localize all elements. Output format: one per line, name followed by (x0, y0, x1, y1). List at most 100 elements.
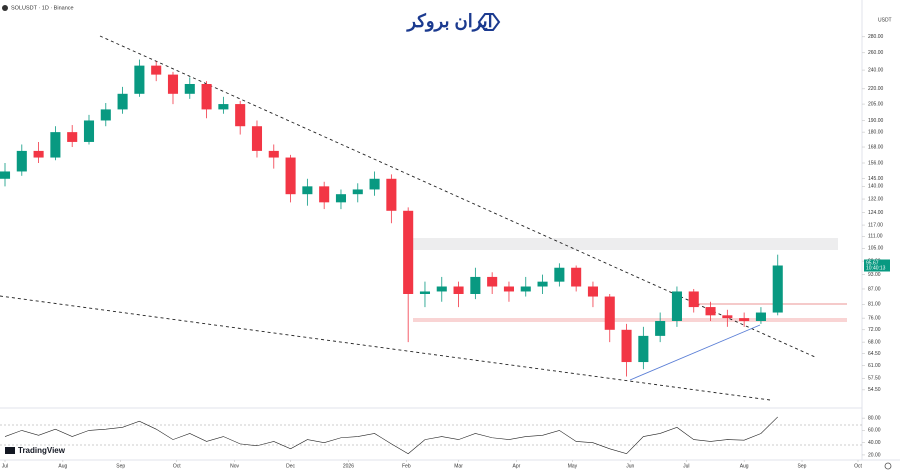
chart-title[interactable]: SOLUSDT · 1D · Binance (11, 5, 74, 11)
candle-body (67, 132, 78, 142)
candle-body (705, 307, 716, 316)
y-tick-label: 61.00 (868, 363, 881, 369)
x-tick-label: Dec (286, 463, 295, 469)
candle-body (251, 126, 263, 151)
candle-body (688, 291, 699, 308)
candle-body (436, 286, 447, 292)
brand-icon (477, 13, 501, 31)
candle-body (83, 120, 95, 142)
x-tick-label: Aug (58, 463, 67, 469)
candle-body (470, 276, 481, 294)
currency-label: USDT (878, 17, 892, 23)
candle-body (0, 171, 11, 179)
rsi-tick-label: 20.00 (868, 452, 881, 458)
candle-body (167, 74, 179, 94)
y-tick-label: 57.50 (868, 376, 881, 382)
settings-button[interactable] (884, 462, 892, 470)
last-price-label: 95.67 (866, 260, 879, 266)
x-tick-label: Apr (513, 463, 521, 469)
x-tick-label: Nov (230, 463, 239, 469)
candle-body (604, 296, 615, 330)
y-tick-label: 156.00 (868, 160, 884, 166)
rsi-tick-label: 80.00 (868, 415, 881, 421)
y-tick-label: 220.00 (868, 86, 884, 92)
y-tick-label: 81.00 (868, 302, 881, 308)
brand-logo: ایران بروکر (405, 11, 492, 32)
candle-body (587, 286, 598, 297)
candle-body (772, 265, 783, 313)
x-tick-label: Jun (626, 463, 634, 469)
y-tick-label: 140.00 (868, 184, 884, 190)
candle-body (487, 276, 498, 287)
y-tick-label: 105.00 (868, 246, 884, 252)
candle-body (335, 194, 347, 203)
x-tick-label: Oct (854, 463, 862, 469)
candle-body (453, 286, 464, 294)
candle-body (638, 335, 649, 363)
y-tick-label: 190.00 (868, 118, 884, 124)
y-tick-label: 87.00 (868, 286, 881, 292)
candle-body (201, 83, 212, 110)
candle-body (134, 65, 145, 94)
x-tick-label: Aug (740, 463, 749, 469)
candle-body (671, 291, 682, 321)
candle-body (151, 65, 162, 75)
candle-body (554, 267, 565, 282)
candle-body (235, 104, 246, 127)
x-tick-label: Mar (454, 463, 463, 469)
candle-body (50, 132, 61, 158)
candle-body (302, 186, 313, 195)
candle-body (100, 109, 111, 121)
y-tick-label: 205.00 (868, 101, 884, 107)
y-tick-label: 111.00 (868, 234, 883, 240)
candle-body (655, 320, 666, 336)
candle-body (571, 267, 582, 287)
y-tick-label: 168.00 (868, 144, 884, 150)
support-zone (413, 318, 847, 322)
candle-body (285, 157, 296, 195)
candle-body (352, 189, 363, 195)
candle-body (755, 312, 766, 321)
candle-body (520, 286, 531, 292)
y-tick-label: 132.00 (868, 196, 884, 202)
candle-body (369, 178, 380, 190)
y-tick-label: 93.00 (868, 272, 881, 278)
platform-logo: TradingView (18, 446, 66, 455)
x-tick-label: Jul (683, 463, 689, 469)
x-tick-label: 2026 (343, 463, 354, 469)
candle-body (184, 83, 195, 94)
y-tick-label: 280.00 (868, 34, 884, 40)
y-tick-label: 180.00 (868, 129, 884, 135)
candle-body (386, 178, 397, 211)
y-tick-label: 54.50 (868, 387, 881, 393)
candle-body (739, 318, 750, 321)
y-tick-label: 117.00 (868, 222, 883, 228)
y-tick-label: 76.00 (868, 315, 881, 321)
countdown-label: 10:40:13 (866, 265, 886, 271)
trendline-rising (629, 324, 761, 381)
candle-body (16, 150, 27, 172)
rsi-line (4, 416, 778, 455)
candle-body (722, 315, 733, 319)
y-tick-label: 240.00 (868, 67, 884, 73)
candle-body (33, 150, 44, 158)
x-tick-label: Oct (173, 463, 181, 469)
rsi-tick-label: 60.00 (868, 428, 881, 434)
x-tick-label: May (568, 463, 578, 469)
y-tick-label: 124.00 (868, 210, 884, 216)
x-tick-label: Sep (116, 463, 125, 469)
y-tick-label: 260.00 (868, 50, 884, 56)
y-tick-label: 145.00 (868, 176, 884, 182)
y-tick-label: 72.00 (868, 327, 881, 333)
y-tick-label: 68.00 (868, 339, 881, 345)
candle-body (419, 291, 431, 294)
y-tick-label: 64.50 (868, 351, 881, 357)
trendline-upper (99, 35, 816, 358)
candle-body (403, 210, 414, 294)
candle-body (218, 104, 229, 110)
candle-body (537, 281, 548, 287)
rsi-tick-label: 40.00 (868, 440, 881, 446)
symbol-icon (2, 5, 8, 11)
